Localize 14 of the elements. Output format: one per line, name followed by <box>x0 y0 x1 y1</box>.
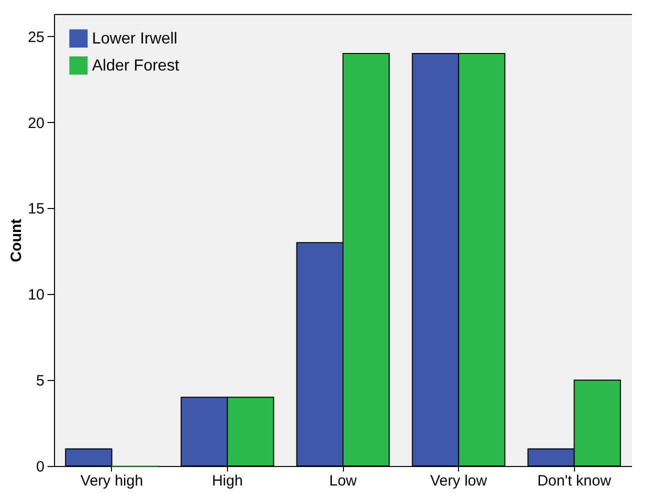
y-tick-label: 10 <box>28 286 44 304</box>
y-tick-label: 5 <box>36 372 44 390</box>
y-tick-label: 25 <box>28 28 44 46</box>
x-tick-label: Very high <box>80 472 144 490</box>
y-axis-title: Count <box>8 218 25 262</box>
x-tick-label: Don't know <box>537 472 612 490</box>
y-tick-label: 15 <box>28 200 44 218</box>
y-tick-label: 0 <box>36 458 44 476</box>
x-tick-label: Low <box>329 472 357 490</box>
x-tick-label: High <box>212 472 243 490</box>
legend-label: Alder Forest <box>92 58 180 74</box>
x-tick-label: Very low <box>430 472 488 490</box>
y-tick-label: 20 <box>28 114 44 132</box>
legend-label: Lower Irwell <box>92 30 178 48</box>
